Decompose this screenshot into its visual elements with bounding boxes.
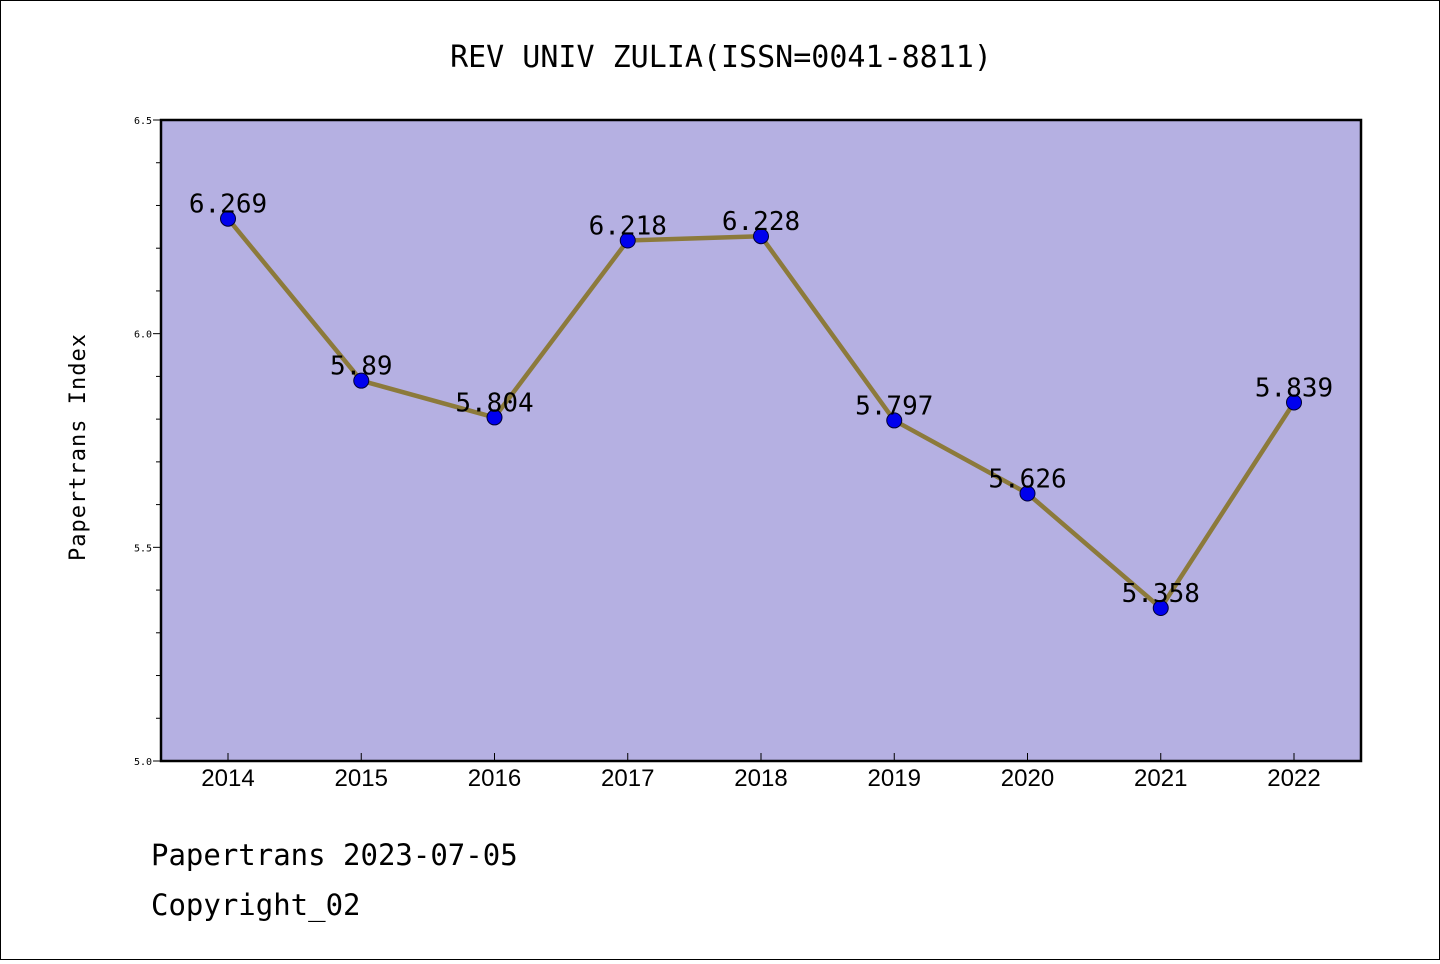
- data-point: [619, 232, 636, 249]
- data-point: [753, 228, 769, 245]
- x-tick-label: 2022: [1267, 765, 1320, 792]
- data-label: 5.804: [455, 388, 533, 418]
- x-tick-label: 2019: [868, 765, 921, 792]
- x-tick-label: 2018: [734, 765, 787, 792]
- x-tick-label: 2021: [1134, 765, 1187, 792]
- data-label: 5.839: [1255, 373, 1333, 403]
- x-tick-label: 2015: [335, 765, 388, 792]
- data-point: [1286, 394, 1302, 411]
- data-label: 6.228: [722, 207, 800, 237]
- x-tick-label: 2014: [201, 765, 254, 792]
- data-label: 6.269: [189, 190, 267, 220]
- data-label: 6.218: [589, 212, 667, 242]
- footer-date: Papertrans 2023-07-05: [151, 838, 518, 872]
- data-point: [886, 412, 903, 429]
- y-tick-label: 6.0: [134, 330, 152, 341]
- data-markers: [220, 210, 1302, 617]
- x-tick-label: 2020: [1001, 765, 1054, 792]
- x-tick-label: 2017: [601, 765, 654, 792]
- data-label: 5.358: [1122, 579, 1200, 609]
- y-axis-label: Papertrans Index: [66, 333, 91, 561]
- x-axis: 2014 2015 2016 2017 2018 2019 2020 2021 2022: [201, 753, 1321, 792]
- data-label: 5.797: [855, 391, 933, 421]
- y-axis: 5.0 5.5 6.0 6.5: [134, 116, 161, 768]
- data-point: [220, 210, 236, 227]
- plot-area: [159, 118, 1363, 763]
- y-tick-label: 6.5: [134, 116, 152, 127]
- data-labels: 6.269 5.89 5.804 6.218 6.228 5.797 5.626 5.358 5…: [189, 190, 1333, 609]
- data-label: 5.89: [330, 352, 393, 382]
- y-tick-label: 5.5: [134, 543, 152, 554]
- chart-title: REV UNIV ZULIA(ISSN=0041-8811): [450, 40, 992, 75]
- data-point: [1152, 600, 1169, 617]
- data-point: [486, 409, 503, 426]
- footer-copyright: Copyright_02: [151, 888, 361, 923]
- y-tick-label: 5.0: [134, 757, 152, 768]
- x-tick-label: 2016: [468, 765, 521, 792]
- data-point: [353, 372, 370, 389]
- data-point: [1019, 485, 1036, 502]
- data-label: 5.626: [988, 464, 1066, 494]
